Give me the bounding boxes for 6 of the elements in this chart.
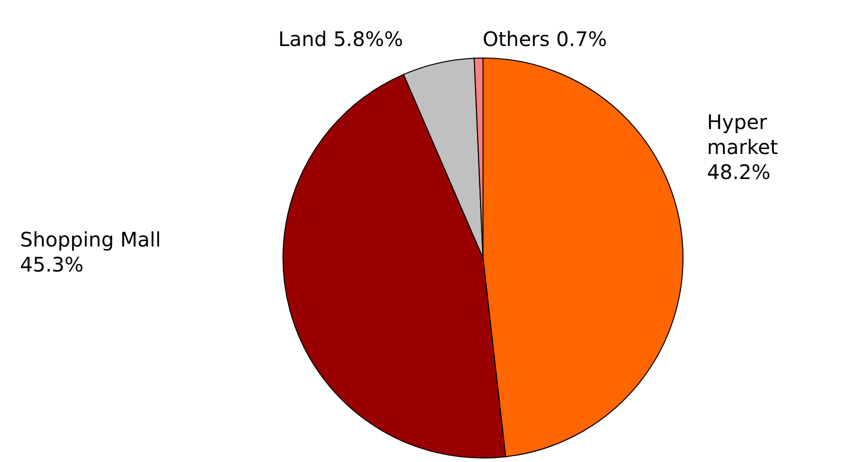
- data-label: 45.3%: [20, 252, 84, 276]
- data-label: 48.2%: [707, 160, 771, 184]
- slice-label: Land 5.8%%: [278, 27, 404, 51]
- slice-label: Hyper market: [707, 110, 778, 159]
- slice-label: Shopping Mall: [20, 228, 161, 252]
- slice-label: Others 0.7%: [482, 27, 607, 51]
